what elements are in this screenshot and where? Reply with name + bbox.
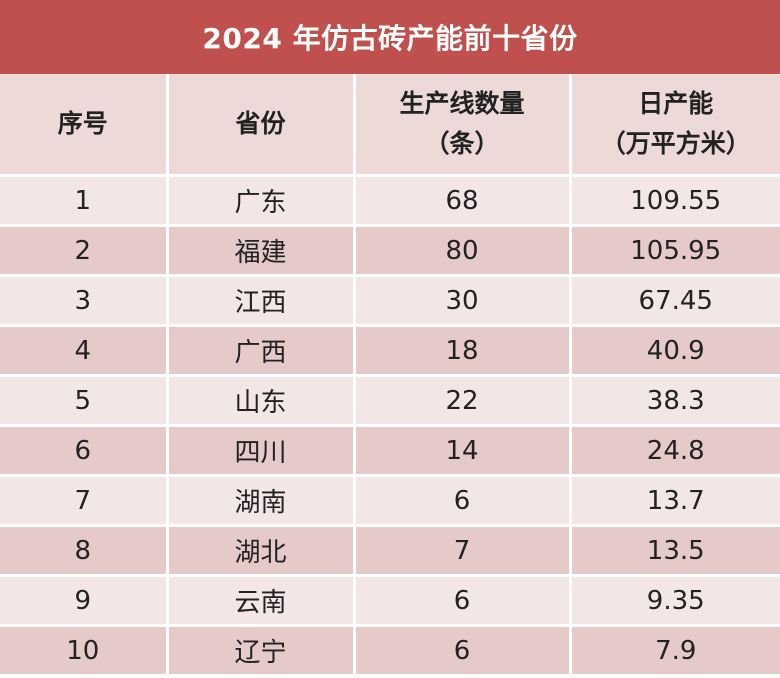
cell-province: 广东 xyxy=(165,174,354,226)
cell-lines: 80 xyxy=(352,224,570,276)
header-capacity-label: 日产能 xyxy=(638,89,714,118)
header-index-label: 序号 xyxy=(57,109,108,138)
table-row: 1 广东 68 109.55 xyxy=(0,174,780,226)
cell-capacity: 40.9 xyxy=(568,324,780,376)
cell-index: 7 xyxy=(0,474,167,526)
cell-lines: 14 xyxy=(352,424,570,476)
table-row: 10 辽宁 6 7.9 xyxy=(0,624,780,674)
cell-province: 福建 xyxy=(165,224,354,276)
cell-index: 6 xyxy=(0,424,167,476)
cell-capacity: 24.8 xyxy=(568,424,780,476)
cell-province: 广西 xyxy=(165,324,354,376)
cell-lines: 68 xyxy=(352,174,570,226)
table-row: 5 山东 22 38.3 xyxy=(0,374,780,426)
cell-lines: 6 xyxy=(352,624,570,674)
cell-index: 4 xyxy=(0,324,167,376)
header-row: 序号 省份 生产线数量 （条） 日产能 （万平方米） xyxy=(0,74,780,176)
cell-index: 9 xyxy=(0,574,167,626)
table-row: 8 湖北 7 13.5 xyxy=(0,524,780,576)
header-lines-unit: （条） xyxy=(424,129,500,158)
cell-capacity: 9.35 xyxy=(568,574,780,626)
table-row: 4 广西 18 40.9 xyxy=(0,324,780,376)
table-row: 7 湖南 6 13.7 xyxy=(0,474,780,526)
cell-capacity: 13.7 xyxy=(568,474,780,526)
header-province: 省份 xyxy=(165,74,354,176)
table-row: 9 云南 6 9.35 xyxy=(0,574,780,626)
cell-lines: 7 xyxy=(352,524,570,576)
cell-index: 5 xyxy=(0,374,167,426)
header-province-label: 省份 xyxy=(235,109,286,138)
cell-index: 3 xyxy=(0,274,167,326)
cell-index: 2 xyxy=(0,224,167,276)
header-index: 序号 xyxy=(0,74,167,176)
cell-lines: 6 xyxy=(352,474,570,526)
cell-province: 云南 xyxy=(165,574,354,626)
cell-index: 8 xyxy=(0,524,167,576)
cell-index: 10 xyxy=(0,624,167,674)
cell-province: 辽宁 xyxy=(165,624,354,674)
cell-lines: 6 xyxy=(352,574,570,626)
table-row: 6 四川 14 24.8 xyxy=(0,424,780,476)
cell-lines: 18 xyxy=(352,324,570,376)
table-row: 3 江西 30 67.45 xyxy=(0,274,780,326)
cell-capacity: 109.55 xyxy=(568,174,780,226)
cell-capacity: 13.5 xyxy=(568,524,780,576)
cell-capacity: 67.45 xyxy=(568,274,780,326)
cell-province: 江西 xyxy=(165,274,354,326)
cell-lines: 22 xyxy=(352,374,570,426)
cell-index: 1 xyxy=(0,174,167,226)
cell-lines: 30 xyxy=(352,274,570,326)
cell-province: 山东 xyxy=(165,374,354,426)
cell-capacity: 105.95 xyxy=(568,224,780,276)
cell-capacity: 7.9 xyxy=(568,624,780,674)
cell-capacity: 38.3 xyxy=(568,374,780,426)
cell-province: 湖南 xyxy=(165,474,354,526)
header-lines: 生产线数量 （条） xyxy=(352,74,570,176)
header-capacity: 日产能 （万平方米） xyxy=(568,74,780,176)
header-lines-label: 生产线数量 xyxy=(399,89,525,118)
table-row: 2 福建 80 105.95 xyxy=(0,224,780,276)
header-capacity-unit: （万平方米） xyxy=(600,129,751,158)
cell-province: 四川 xyxy=(165,424,354,476)
cell-province: 湖北 xyxy=(165,524,354,576)
table-title: 2024 年仿古砖产能前十省份 xyxy=(0,0,780,74)
capacity-table: 序号 省份 生产线数量 （条） 日产能 （万平方米） 1 广东 68 xyxy=(0,74,780,674)
